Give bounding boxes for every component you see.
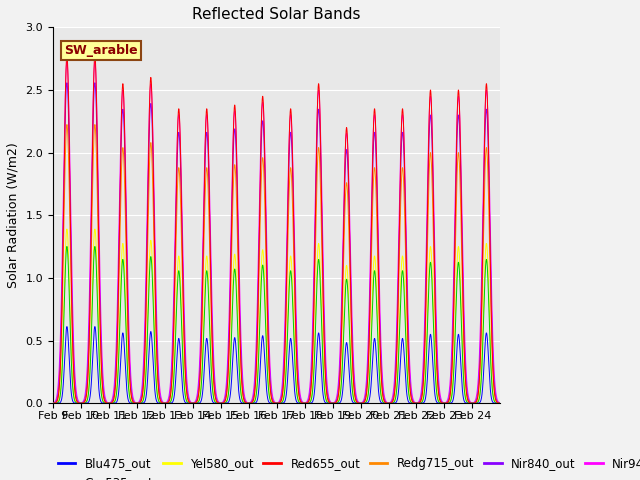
Text: SW_arable: SW_arable — [64, 44, 138, 57]
Y-axis label: Solar Radiation (W/m2): Solar Radiation (W/m2) — [7, 143, 20, 288]
Legend: Blu475_out, Grn535_out, Yel580_out, Red655_out, Redg715_out, Nir840_out, Nir945_: Blu475_out, Grn535_out, Yel580_out, Red6… — [53, 452, 640, 480]
Title: Reflected Solar Bands: Reflected Solar Bands — [193, 7, 361, 22]
